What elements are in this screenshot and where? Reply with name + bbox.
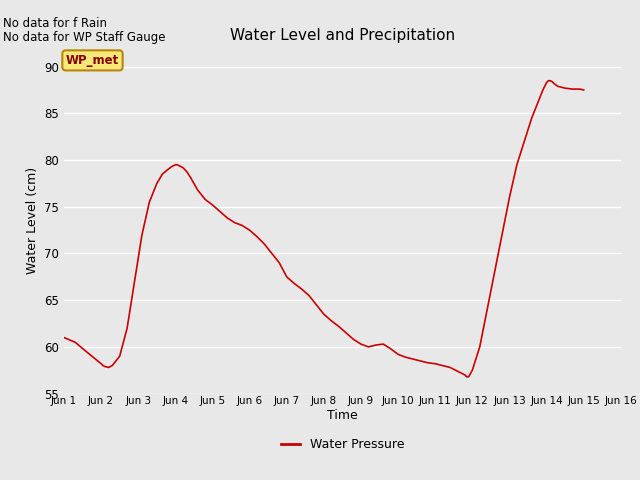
Y-axis label: Water Level (cm): Water Level (cm) — [26, 167, 38, 275]
X-axis label: Time: Time — [327, 409, 358, 422]
Text: WP_met: WP_met — [66, 54, 119, 67]
Legend: Water Pressure: Water Pressure — [276, 433, 409, 456]
Title: Water Level and Precipitation: Water Level and Precipitation — [230, 28, 455, 43]
Text: No data for f Rain: No data for f Rain — [3, 17, 108, 30]
Text: No data for WP Staff Gauge: No data for WP Staff Gauge — [3, 31, 166, 44]
